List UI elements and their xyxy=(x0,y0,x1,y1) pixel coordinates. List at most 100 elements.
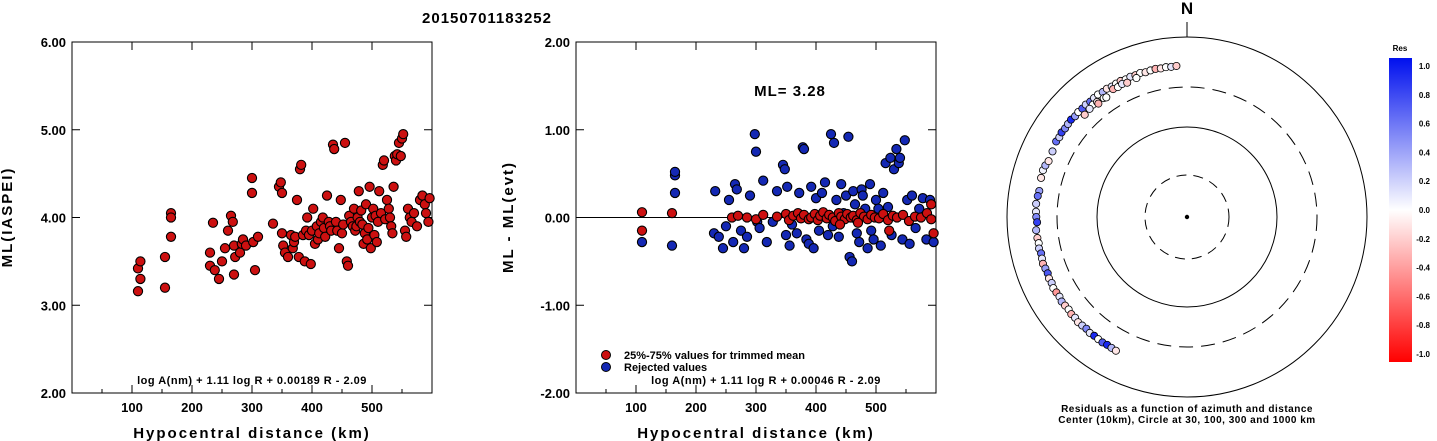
rejected-point xyxy=(710,186,721,197)
station-point xyxy=(1094,99,1103,108)
rejected-point xyxy=(857,190,868,201)
accepted-point xyxy=(758,209,769,221)
y-tick-label: -2.00 xyxy=(540,386,570,401)
rejected-point xyxy=(666,240,678,251)
data-point xyxy=(227,216,238,228)
legend-label-accepted: 25%-75% values for trimmed mean xyxy=(624,350,805,362)
data-point xyxy=(321,190,333,201)
rejected-point xyxy=(870,194,882,206)
data-points xyxy=(132,128,435,297)
rejected-point xyxy=(885,152,896,163)
data-point xyxy=(424,193,435,204)
x-tick-label: 400 xyxy=(301,400,323,415)
x-tick-label: 500 xyxy=(865,400,887,415)
accepted-point xyxy=(834,219,846,230)
rejected-point xyxy=(791,228,802,239)
y-tick-label: 5.00 xyxy=(41,123,66,138)
figure-title: 20150701183252 xyxy=(422,10,552,27)
legend-marker-rejected xyxy=(601,362,611,372)
rejected-point xyxy=(831,194,842,206)
polar-caption-line1: Residuals as a function of azimuth and d… xyxy=(1061,404,1313,415)
station-point xyxy=(1048,147,1057,156)
accepted-point xyxy=(771,211,783,222)
x-tick-label: 100 xyxy=(121,400,143,415)
data-point xyxy=(135,273,146,285)
rejected-point xyxy=(741,231,753,242)
data-point xyxy=(374,186,385,197)
data-point xyxy=(296,159,307,170)
ml-value-label: ML= 3.28 xyxy=(754,83,826,100)
x-axis-label: Hypocentral distance (km) xyxy=(133,425,371,441)
data-point xyxy=(159,251,171,263)
ring-30km xyxy=(1144,174,1230,260)
data-point xyxy=(308,203,319,214)
y-tick-label: -1.00 xyxy=(540,298,570,313)
residual-panel: -2.00 -1.00 0.00 1.00 2.00 100 200 300 400 500 M… xyxy=(500,35,939,441)
rejected-point xyxy=(808,243,819,254)
colorbar-gradient xyxy=(1389,58,1412,362)
formula-label: log A(nm) + 1.11 log R + 0.00189 R - 2.0… xyxy=(137,375,367,387)
colorbar-tick-label: -0.4 xyxy=(1416,264,1430,273)
y-tick-label: 1.00 xyxy=(545,123,570,138)
accepted-point xyxy=(884,225,895,236)
rejected-point xyxy=(782,181,793,192)
rejected-point xyxy=(848,186,859,197)
x-tick-label: 200 xyxy=(181,400,203,415)
data-point xyxy=(246,172,258,184)
rejected-point xyxy=(825,128,837,140)
rejected-point xyxy=(851,228,862,239)
rejected-point xyxy=(636,236,648,248)
rejected-point xyxy=(822,229,834,241)
data-point xyxy=(364,181,375,192)
accepted-point xyxy=(636,207,648,218)
rejected-point xyxy=(866,225,877,236)
rejected-point xyxy=(798,143,810,155)
station-points xyxy=(1032,61,1181,355)
rejected-point xyxy=(899,135,910,146)
y-axis-ticks: -2.00 -1.00 0.00 1.00 2.00 xyxy=(540,35,936,401)
data-point xyxy=(291,194,303,206)
polar-caption-line2: Center (10km), Circle at 30, 100, 300 an… xyxy=(1058,415,1315,426)
data-point xyxy=(159,282,171,293)
rejected-point xyxy=(744,190,756,201)
colorbar-tick-label: 1.0 xyxy=(1419,62,1431,71)
legend-label-rejected: Rejected values xyxy=(624,362,707,374)
epicenter-dot xyxy=(1184,214,1190,220)
rejected-point xyxy=(784,240,795,251)
accepted-point xyxy=(928,228,939,239)
accepted-point xyxy=(897,209,909,221)
data-point xyxy=(302,212,313,223)
data-point xyxy=(276,187,288,199)
data-point xyxy=(384,212,396,223)
rejected-point xyxy=(833,231,844,242)
rejected-point xyxy=(849,199,861,210)
colorbar-tick-label: -0.6 xyxy=(1416,292,1430,301)
station-point xyxy=(1123,78,1132,87)
data-point xyxy=(342,260,354,271)
data-point xyxy=(420,207,432,219)
data-point xyxy=(249,264,261,276)
accepted-point xyxy=(732,210,744,221)
rejected-point xyxy=(813,225,825,236)
station-point xyxy=(1132,74,1141,83)
y-tick-label: 4.00 xyxy=(41,211,66,226)
y-tick-label: 0.00 xyxy=(545,211,570,226)
north-label: N xyxy=(1181,0,1193,18)
colorbar: Res 1.0 0.8 0.6 0.4 0.2 0.0 -0.2 -0.4 -0.6 -0.8 -1… xyxy=(1389,44,1431,362)
data-point xyxy=(401,231,412,242)
rejected-point xyxy=(761,236,772,248)
data-point xyxy=(398,128,409,140)
y-axis-ticks: 2.00 3.00 4.00 5.00 6.00 xyxy=(41,35,432,401)
data-point xyxy=(165,231,177,242)
data-point xyxy=(408,207,420,219)
data-point xyxy=(388,181,399,192)
accepted-point xyxy=(666,207,678,219)
x-tick-label: 300 xyxy=(745,400,767,415)
data-point xyxy=(282,251,294,263)
rejected-point xyxy=(713,231,724,242)
rejected-point xyxy=(862,243,873,254)
rejected-point xyxy=(720,221,732,232)
rejected-point xyxy=(806,181,817,192)
y-axis-label: ML(IASPEI) xyxy=(0,167,16,268)
